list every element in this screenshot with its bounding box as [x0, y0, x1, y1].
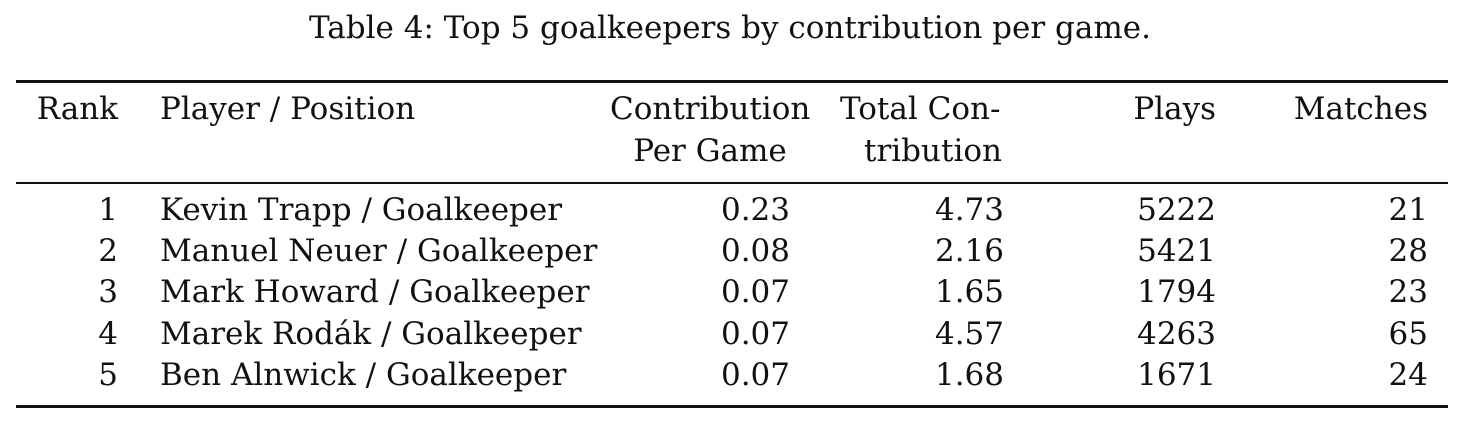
cell-contribution-per-game: 0.07	[720, 357, 790, 393]
cell-contribution-per-game: 0.23	[720, 192, 790, 228]
header-cpg-line2: Per Game	[633, 133, 787, 169]
cell-total-contribution: 2.16	[934, 233, 1004, 269]
header-rank-label: Rank	[36, 91, 118, 127]
cell-player: Mark Howard / Goalkeeper	[160, 274, 590, 310]
header-player: Player / Position	[160, 88, 610, 130]
table-caption: Table 4: Top 5 goalkeepers by contributi…	[309, 10, 1151, 46]
cell-player: Kevin Trapp / Goalkeeper	[160, 192, 563, 228]
cell-player: Ben Alnwick / Goalkeeper	[160, 357, 567, 393]
cell-rank: 1	[98, 192, 118, 228]
cell-total-contribution: 1.65	[934, 274, 1004, 310]
cell-matches: 21	[1388, 192, 1428, 228]
cell-total-contribution: 4.57	[934, 316, 1004, 352]
table-header-rule	[16, 182, 1448, 184]
header-contribution-per-game: Contribution Per Game	[610, 88, 810, 172]
cell-contribution-per-game: 0.07	[720, 316, 790, 352]
cell-contribution-per-game: 0.08	[720, 233, 790, 269]
table-top-rule	[16, 80, 1448, 83]
header-cpg-line1: Contribution	[610, 91, 811, 127]
cell-plays: 1794	[1137, 274, 1216, 310]
cell-total-contribution: 4.73	[934, 192, 1004, 228]
header-plays: Plays	[1040, 88, 1216, 130]
cell-matches: 23	[1388, 274, 1428, 310]
cell-total-contribution: 1.68	[934, 357, 1004, 393]
cell-plays: 1671	[1137, 357, 1216, 393]
header-matches: Matches	[1250, 88, 1428, 130]
cell-plays: 4263	[1137, 316, 1216, 352]
header-rank: Rank	[16, 88, 118, 130]
cell-matches: 65	[1388, 316, 1428, 352]
cell-player: Marek Rodák / Goalkeeper	[160, 316, 582, 352]
cell-rank: 4	[98, 316, 118, 352]
header-total-line1: Total Con-	[840, 91, 1001, 127]
cell-rank: 5	[98, 357, 118, 393]
header-matches-label: Matches	[1293, 91, 1428, 127]
table-bottom-rule	[16, 405, 1448, 408]
cell-plays: 5222	[1137, 192, 1216, 228]
header-plays-label: Plays	[1133, 91, 1216, 127]
cell-rank: 2	[98, 233, 118, 269]
cell-matches: 24	[1388, 357, 1428, 393]
header-total-line2: tribution	[863, 133, 1002, 169]
header-player-label: Player / Position	[160, 91, 416, 127]
cell-rank: 3	[98, 274, 118, 310]
cell-matches: 28	[1388, 233, 1428, 269]
cell-player: Manuel Neuer / Goalkeeper	[160, 233, 598, 269]
cell-contribution-per-game: 0.07	[720, 274, 790, 310]
cell-plays: 5421	[1137, 233, 1216, 269]
header-total-contribution: Total Con- tribution	[840, 88, 1010, 172]
